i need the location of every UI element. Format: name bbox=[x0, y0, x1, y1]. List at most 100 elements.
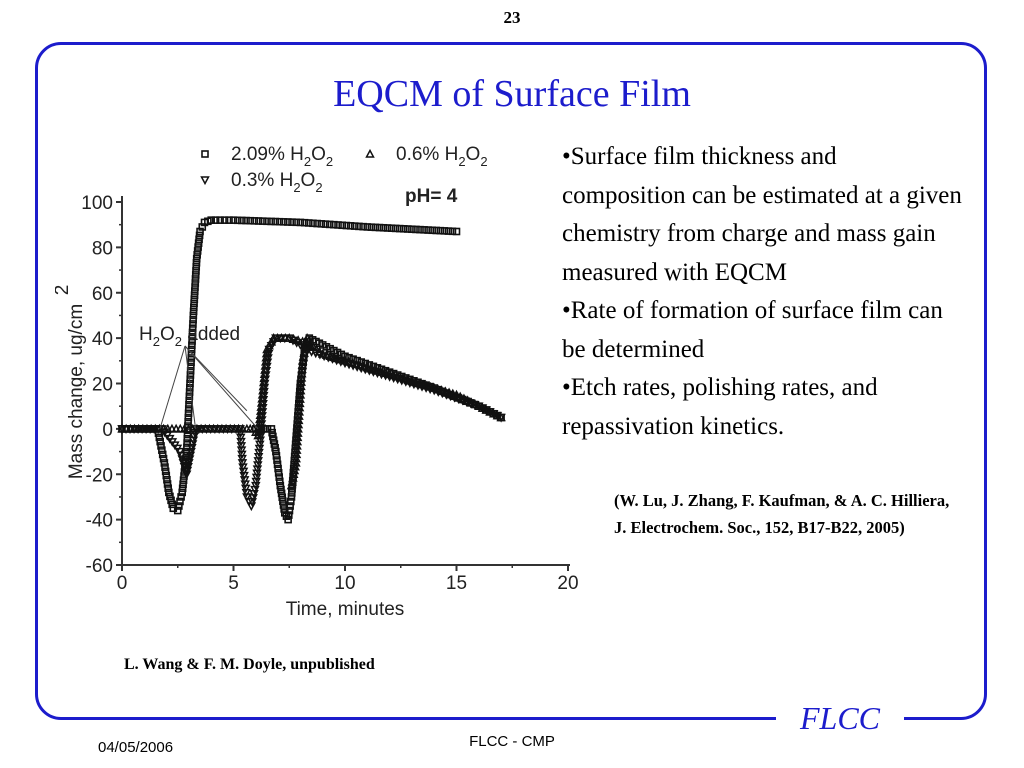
chart-point bbox=[273, 460, 282, 469]
chart-point bbox=[291, 453, 301, 463]
chart-point bbox=[235, 425, 245, 434]
brand-logo: FLCC bbox=[799, 700, 881, 736]
chart-point bbox=[295, 385, 306, 395]
chart-series-group bbox=[286, 333, 312, 490]
chart-point bbox=[220, 216, 229, 224]
chart-point bbox=[274, 464, 282, 473]
chart-point bbox=[255, 440, 265, 450]
chart-point bbox=[432, 226, 441, 235]
chart-point bbox=[179, 476, 188, 484]
chart-point bbox=[179, 480, 187, 489]
chart-point bbox=[246, 216, 255, 225]
chart-point bbox=[342, 221, 351, 230]
chart-point bbox=[192, 263, 201, 271]
chart-point bbox=[188, 332, 197, 341]
x-axis-label: Time, minutes bbox=[286, 599, 405, 620]
chart-point bbox=[258, 395, 269, 405]
chart-point bbox=[164, 484, 172, 492]
chart-point bbox=[357, 358, 366, 366]
chart-point bbox=[292, 445, 302, 454]
chart-point bbox=[189, 315, 197, 324]
chart-point bbox=[293, 423, 303, 433]
chart-point bbox=[438, 387, 447, 396]
chart-point bbox=[285, 506, 294, 515]
chart-point bbox=[216, 216, 224, 224]
y-tick-label: 20 bbox=[92, 375, 113, 396]
chart-point bbox=[237, 459, 248, 468]
chart-point bbox=[257, 412, 267, 421]
chart-point bbox=[385, 368, 394, 376]
chart-point bbox=[235, 433, 246, 443]
chart-point bbox=[458, 395, 467, 404]
legend-label-part: 2 bbox=[304, 154, 311, 169]
chart-point bbox=[275, 217, 284, 226]
chart-point bbox=[426, 382, 434, 391]
chart-point bbox=[157, 442, 165, 450]
figure-credit: L. Wang & F. M. Doyle, unpublished bbox=[124, 656, 375, 673]
chart-point bbox=[313, 219, 321, 228]
chart-point bbox=[277, 485, 285, 494]
chart-point bbox=[211, 216, 220, 224]
y-tick-label: -60 bbox=[86, 556, 113, 577]
chart-point bbox=[361, 359, 370, 368]
chart-point bbox=[272, 447, 280, 456]
chart-point bbox=[254, 217, 263, 225]
chart-point bbox=[225, 216, 233, 224]
chart-point bbox=[291, 457, 301, 467]
chart-point bbox=[430, 384, 439, 392]
chart-point bbox=[177, 493, 185, 501]
chart-point bbox=[207, 216, 215, 224]
chart-point bbox=[186, 375, 195, 384]
chart-point bbox=[241, 488, 252, 498]
citation: (W. Lu, J. Zhang, F. Kaufman, & A. C. Hi… bbox=[614, 491, 950, 537]
chart-point bbox=[251, 477, 261, 487]
chart-point bbox=[277, 489, 286, 498]
chart-point bbox=[454, 394, 463, 402]
chart-series-group bbox=[118, 216, 461, 515]
chart-point bbox=[363, 223, 372, 231]
chart-point bbox=[410, 377, 418, 385]
chart-point bbox=[259, 391, 269, 401]
chart-point bbox=[287, 489, 296, 497]
chart-point bbox=[240, 480, 250, 490]
chart-point bbox=[178, 484, 187, 493]
chart-point bbox=[190, 287, 199, 295]
chart-point bbox=[291, 338, 302, 348]
chart-point bbox=[353, 356, 361, 365]
chart-point bbox=[192, 267, 200, 275]
legend-label-part: 2 bbox=[293, 180, 300, 195]
chart-point bbox=[381, 366, 390, 375]
chart-point bbox=[367, 223, 376, 231]
chart-point bbox=[341, 352, 349, 361]
chart-point bbox=[297, 364, 307, 374]
chart-point bbox=[293, 419, 304, 429]
chart-point bbox=[158, 450, 167, 459]
chart-point bbox=[253, 461, 263, 471]
chart-point bbox=[186, 366, 195, 375]
chart-point bbox=[165, 488, 173, 497]
footer-date: 04/05/2006 bbox=[98, 739, 174, 756]
chart-background bbox=[55, 140, 600, 630]
chart-point bbox=[258, 217, 267, 225]
chart-point bbox=[193, 251, 201, 259]
y-tick-label: 60 bbox=[92, 284, 113, 305]
chart-point bbox=[297, 359, 308, 369]
chart-point bbox=[434, 385, 443, 394]
legend-label-part: 2 bbox=[315, 180, 322, 195]
chart-point bbox=[190, 295, 199, 304]
chart-point bbox=[275, 473, 284, 481]
chart-point bbox=[255, 425, 264, 433]
chart-point bbox=[242, 216, 250, 225]
y-axis-label: Mass change, ug/cm bbox=[66, 304, 87, 479]
annotation-part: added bbox=[182, 324, 240, 345]
chart-point bbox=[412, 225, 420, 234]
bullet-item: •Rate of formation of surface film can b… bbox=[562, 297, 943, 363]
chart-point bbox=[448, 227, 457, 236]
chart-point bbox=[346, 222, 355, 230]
chart-point bbox=[259, 425, 268, 433]
chart-point bbox=[186, 371, 195, 379]
chart-point bbox=[291, 449, 302, 459]
chart-point bbox=[295, 389, 306, 399]
chart-point bbox=[284, 218, 292, 226]
